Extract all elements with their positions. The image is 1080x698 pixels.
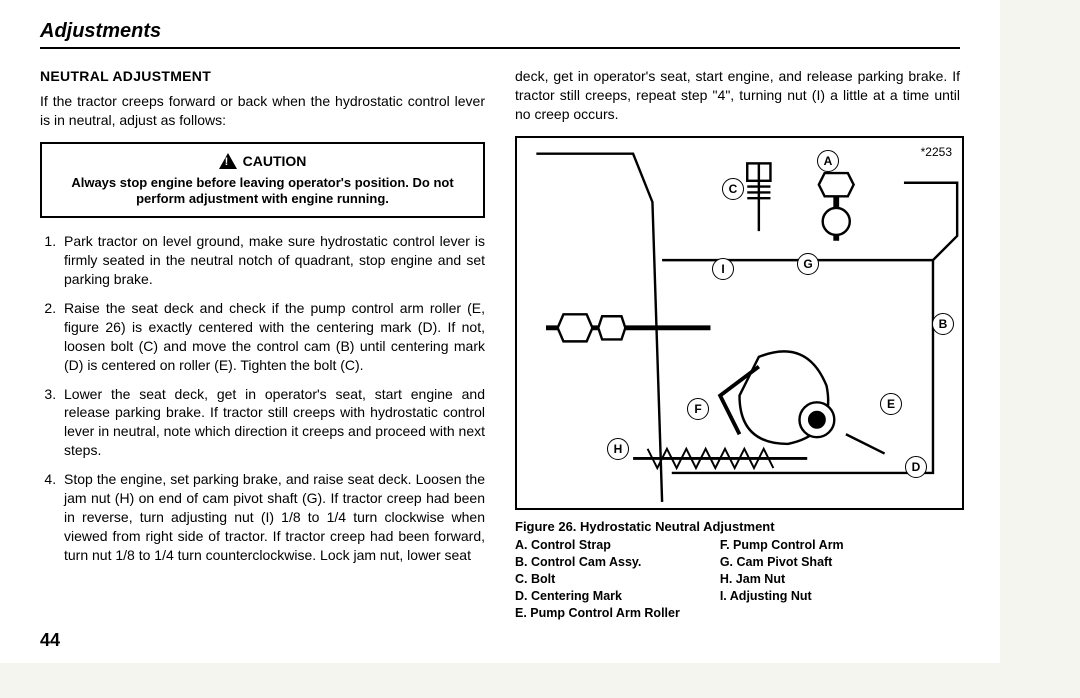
legend-item: A. Control Strap — [515, 537, 680, 554]
procedure-list: Park tractor on level ground, make sure … — [40, 232, 485, 564]
legend-item: G. Cam Pivot Shaft — [720, 554, 844, 571]
callout-d: D — [905, 456, 927, 478]
intro-paragraph: If the tractor creeps forward or back wh… — [40, 92, 485, 130]
legend-item: H. Jam Nut — [720, 571, 844, 588]
figure-caption: Figure 26. Hydrostatic Neutral Adjustmen… — [515, 518, 960, 536]
caution-body: Always stop engine before leaving operat… — [52, 175, 473, 209]
figure-reference-number: *2253 — [921, 144, 952, 160]
callout-c: C — [722, 178, 744, 200]
caution-label: CAUTION — [243, 152, 307, 171]
step-item: Park tractor on level ground, make sure … — [60, 232, 485, 289]
figure-legend: A. Control Strap B. Control Cam Assy. C.… — [515, 537, 960, 621]
right-column: deck, get in operator's seat, start engi… — [515, 67, 960, 622]
legend-item: I. Adjusting Nut — [720, 588, 844, 605]
step-item: Stop the engine, set parking brake, and … — [60, 470, 485, 564]
legend-column-left: A. Control Strap B. Control Cam Assy. C.… — [515, 537, 680, 621]
callout-f: F — [687, 398, 709, 420]
section-header: Adjustments — [40, 20, 960, 49]
legend-item: E. Pump Control Arm Roller — [515, 605, 680, 622]
subheading: NEUTRAL ADJUSTMENT — [40, 67, 485, 86]
figure-diagram: *2253 — [515, 136, 964, 510]
step-item: Raise the seat deck and check if the pum… — [60, 299, 485, 375]
legend-item: C. Bolt — [515, 571, 680, 588]
warning-icon — [219, 153, 237, 169]
caution-box: CAUTION Always stop engine before leavin… — [40, 142, 485, 219]
continuation-paragraph: deck, get in operator's seat, start engi… — [515, 67, 960, 124]
page-number: 44 — [40, 630, 60, 651]
callout-i: I — [712, 258, 734, 280]
step-item: Lower the seat deck, get in operator's s… — [60, 385, 485, 461]
callout-b: B — [932, 313, 954, 335]
left-column: NEUTRAL ADJUSTMENT If the tractor creeps… — [40, 67, 485, 622]
manual-page: Adjustments NEUTRAL ADJUSTMENT If the tr… — [0, 0, 1000, 663]
legend-item: F. Pump Control Arm — [720, 537, 844, 554]
legend-item: D. Centering Mark — [515, 588, 680, 605]
legend-column-right: F. Pump Control Arm G. Cam Pivot Shaft H… — [720, 537, 844, 621]
legend-item: B. Control Cam Assy. — [515, 554, 680, 571]
callout-h: H — [607, 438, 629, 460]
two-column-layout: NEUTRAL ADJUSTMENT If the tractor creeps… — [40, 67, 960, 622]
caution-title-row: CAUTION — [219, 152, 307, 171]
callout-a: A — [817, 150, 839, 172]
callout-e: E — [880, 393, 902, 415]
callout-g: G — [797, 253, 819, 275]
